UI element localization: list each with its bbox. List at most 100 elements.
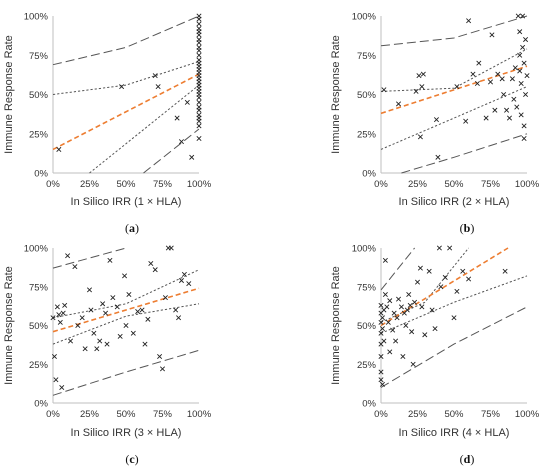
x-tick-label: 100%	[515, 179, 540, 190]
confidence-band-line	[89, 84, 200, 174]
data-point	[426, 268, 432, 274]
y-axis-title: Immune Response Rate	[330, 266, 342, 385]
y-tick-label: 75%	[357, 282, 377, 293]
panel-label: (b)	[460, 221, 475, 235]
data-point	[382, 257, 388, 263]
data-point	[152, 73, 158, 79]
data-point	[387, 298, 393, 304]
data-point	[123, 322, 129, 329]
data-point	[523, 91, 529, 98]
data-point	[470, 71, 476, 77]
confidence-band-line	[380, 48, 528, 92]
data-point	[196, 21, 202, 27]
x-tick-label: 25%	[80, 409, 100, 420]
data-point	[495, 71, 501, 77]
data-point	[523, 37, 529, 43]
y-tick-label: 75%	[29, 51, 49, 62]
data-point	[414, 279, 421, 285]
data-point	[520, 13, 526, 19]
data-point	[406, 291, 412, 298]
data-point	[521, 135, 527, 141]
data-point	[420, 71, 426, 77]
data-point	[68, 338, 74, 344]
data-point	[487, 79, 494, 85]
data-point	[378, 377, 384, 383]
x-tick-label: 25%	[408, 179, 428, 190]
y-tick-label: 25%	[29, 129, 49, 140]
y-tick-label: 0%	[362, 399, 376, 410]
confidence-band-line	[52, 269, 200, 319]
data-point	[398, 304, 404, 310]
y-tick-label: 0%	[34, 399, 48, 410]
data-point	[381, 338, 387, 344]
x-tick-label: 100%	[187, 409, 212, 420]
data-point	[501, 91, 507, 98]
data-point	[381, 87, 387, 93]
data-point	[404, 307, 410, 313]
data-point	[65, 253, 71, 259]
y-tick-label: 75%	[29, 282, 49, 293]
data-point	[196, 52, 202, 58]
data-point	[91, 330, 97, 336]
panel-letter: a	[129, 221, 135, 235]
prediction-band-line	[380, 247, 415, 291]
x-tick-label: 0%	[46, 409, 60, 420]
data-point	[184, 99, 190, 105]
data-point	[518, 112, 524, 118]
prediction-band-line	[52, 15, 200, 66]
data-point	[509, 76, 515, 82]
panel-4: 0% 25% 50% 75% 100% 0% 25% 50% 75% 100% In Silico …	[330, 244, 540, 467]
prediction-band-line	[401, 133, 528, 174]
data-point	[148, 260, 154, 267]
data-point	[379, 381, 385, 387]
x-tick-label: 25%	[408, 409, 428, 420]
panel-label: (a)	[125, 221, 139, 235]
data-point	[56, 312, 62, 318]
x-tick-label: 50%	[444, 409, 464, 420]
data-point	[126, 291, 132, 298]
data-point	[506, 115, 512, 121]
data-point	[162, 295, 168, 301]
data-point	[463, 118, 469, 124]
panel-1: 0% 25% 50% 75% 100% 0% 25% 50% 75% 100% In Silico …	[3, 12, 212, 236]
data-point	[196, 135, 202, 141]
y-axis-title: Immune Response Rate	[3, 35, 15, 154]
data-point	[174, 115, 180, 121]
y-tick-label: 100%	[24, 12, 49, 23]
data-point	[476, 60, 482, 66]
x-tick-label: 75%	[153, 409, 173, 420]
data-point	[54, 304, 60, 310]
data-point	[75, 322, 81, 329]
trend-line	[52, 73, 200, 151]
data-point	[189, 154, 195, 160]
data-point	[181, 271, 187, 277]
data-point	[196, 95, 202, 101]
data-point	[451, 315, 457, 321]
data-point	[524, 73, 530, 79]
prediction-band-line	[380, 15, 528, 47]
y-tick-label: 0%	[362, 169, 376, 180]
data-point	[454, 84, 460, 90]
data-point	[104, 341, 110, 347]
trend-line	[380, 247, 509, 327]
prediction-band-line	[52, 349, 200, 396]
y-tick-label: 25%	[357, 360, 377, 371]
data-point	[62, 302, 68, 308]
data-point	[512, 65, 518, 71]
data-point	[122, 273, 128, 279]
data-point	[517, 68, 523, 74]
x-axis-title: In Silico IRR (4 × HLA)	[399, 427, 510, 439]
data-point	[393, 338, 399, 344]
data-point	[176, 315, 182, 321]
data-point	[384, 304, 390, 310]
y-tick-label: 100%	[352, 244, 377, 255]
data-point	[196, 99, 202, 105]
data-point	[417, 134, 423, 140]
data-point	[379, 315, 385, 321]
data-point	[504, 107, 510, 113]
x-tick-label: 50%	[116, 409, 136, 420]
y-axis-title: Immune Response Rate	[330, 35, 342, 154]
data-point	[412, 299, 418, 305]
panel-2: 0% 25% 50% 75% 100% 0% 25% 50% 75% 100% In Silico …	[330, 12, 540, 236]
panel-letter: b	[464, 221, 471, 235]
